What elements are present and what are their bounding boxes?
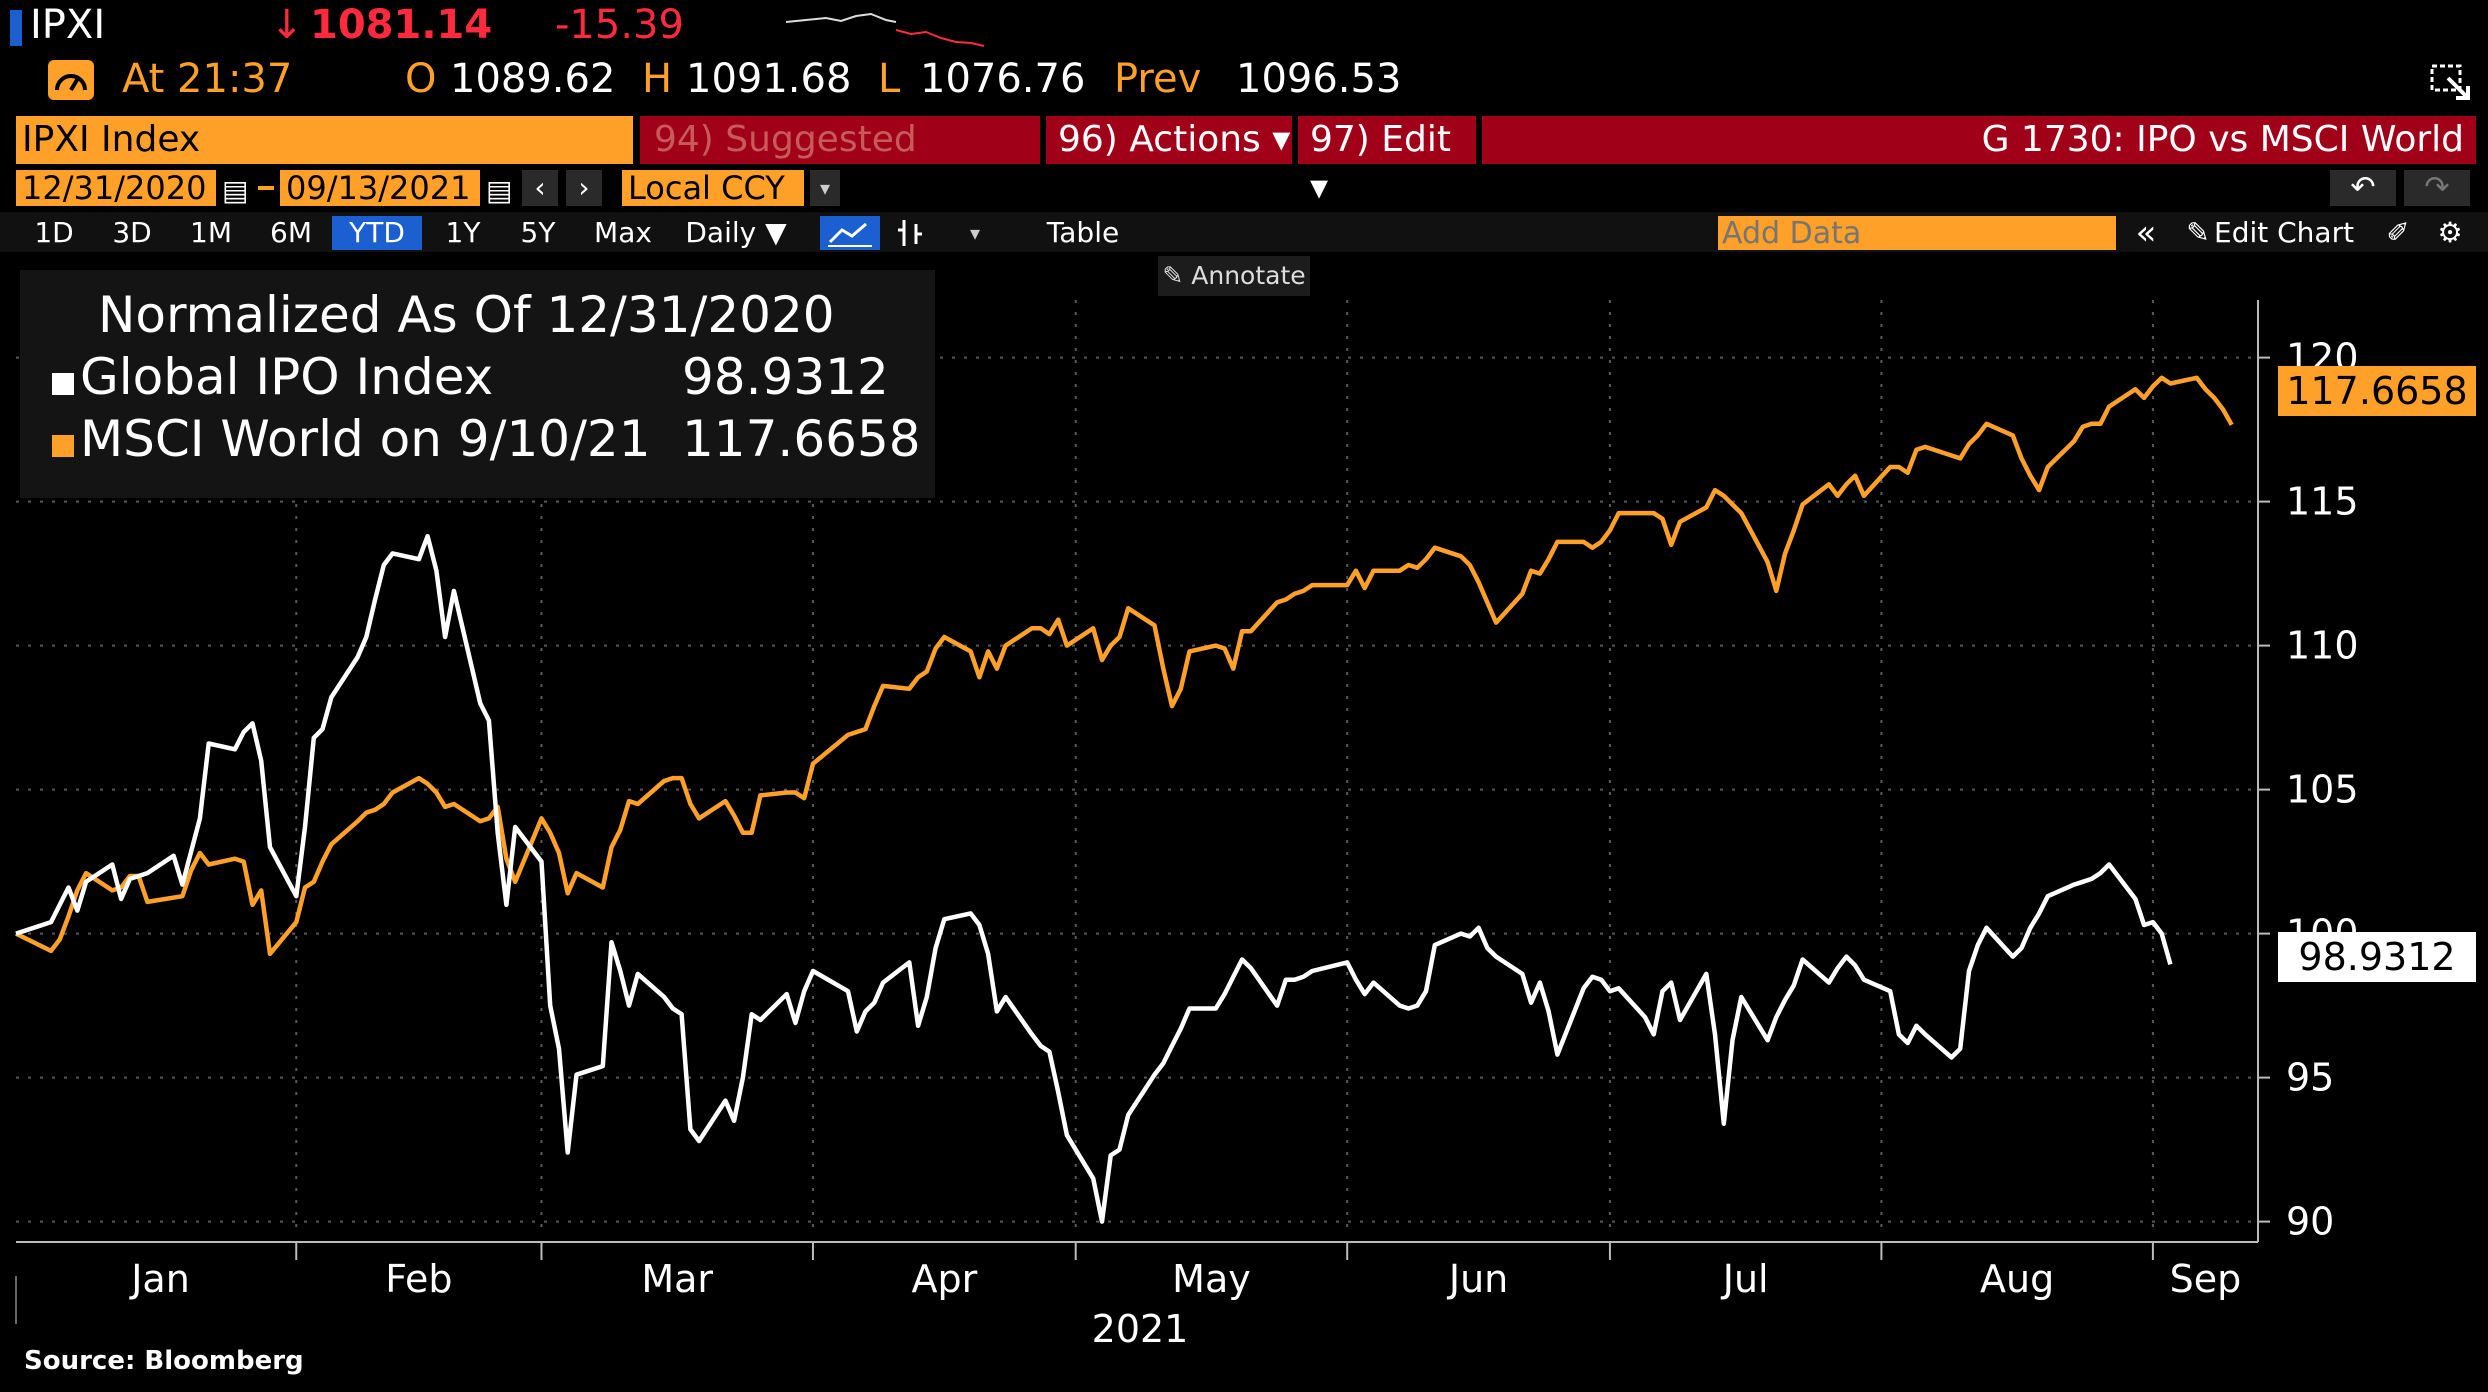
edit-icon[interactable]: ✐ xyxy=(2386,216,2410,249)
frequency-dropdown[interactable]: Daily ▼ xyxy=(685,216,787,249)
legend-title: Normalized As Of 12/31/2020 xyxy=(98,286,835,344)
high-value: 1091.68 xyxy=(686,56,852,102)
prev-label: Prev xyxy=(1114,56,1202,102)
next-period-button[interactable]: › xyxy=(566,170,602,206)
grid-lines xyxy=(16,300,2258,1236)
speedometer-icon[interactable] xyxy=(48,60,94,100)
x-tick-label: May xyxy=(1172,1257,1251,1301)
x-tick-label: Jul xyxy=(1721,1257,1769,1301)
low-label: L xyxy=(878,56,901,102)
line-chart-icon[interactable] xyxy=(820,216,880,250)
series-line-msci-world xyxy=(15,375,2234,957)
open-label: O xyxy=(405,56,437,102)
price-change: -15.39 xyxy=(555,2,684,48)
period-6m-button[interactable]: 6M xyxy=(270,216,312,249)
period-5y-button[interactable]: 5Y xyxy=(520,216,556,249)
annotate-button[interactable]: ✎ Annotate xyxy=(1158,256,1310,296)
table-button[interactable]: Table xyxy=(1010,216,1156,250)
currency-field[interactable]: Local CCY xyxy=(622,170,804,206)
source-note: Source: Bloomberg xyxy=(24,1346,304,1376)
series-line-global-ipo xyxy=(15,533,2173,1224)
legend: Normalized As Of 12/31/2020 Global IPO I… xyxy=(20,270,935,498)
chart-title: G 1730: IPO vs MSCI World xyxy=(1482,116,2476,164)
low-value: 1076.76 xyxy=(920,56,1086,102)
prev-period-button[interactable]: ‹ xyxy=(522,170,558,206)
open-value: 1089.62 xyxy=(450,56,616,102)
msci-last-value-tag: 117.6658 xyxy=(2278,366,2476,416)
bar-chart-icon[interactable] xyxy=(886,216,936,250)
period-3d-button[interactable]: 3D xyxy=(112,216,152,249)
period-1m-button[interactable]: 1M xyxy=(190,216,232,249)
date-separator xyxy=(258,186,274,190)
gear-icon[interactable]: ⚙ xyxy=(2437,216,2463,249)
period-1y-button[interactable]: 1Y xyxy=(445,216,481,249)
period-1d-button[interactable]: 1D xyxy=(34,216,74,249)
collapse-icon[interactable]: « xyxy=(2135,213,2157,253)
high-label: H xyxy=(642,56,673,102)
command-bar: IPXI Index 94) Suggested Charts 96) Acti… xyxy=(0,114,2488,208)
ohlc-bar: At 21:37 O 1089.62 H 1091.68 L 1076.76 P… xyxy=(0,52,2488,108)
ipo-last-value-tag: 98.9312 xyxy=(2278,932,2476,982)
sparkline-icon xyxy=(786,12,985,47)
calendar-icon[interactable]: ▤ xyxy=(486,174,513,207)
pencil-icon: ✎ xyxy=(1162,261,1192,290)
legend-msci-value: 117.6658 xyxy=(682,410,921,468)
annotate-label: Annotate xyxy=(1191,261,1306,290)
period-ytd-button[interactable]: YTD xyxy=(332,216,422,250)
legend-msci-name: MSCI World on 9/10/21 xyxy=(80,410,651,468)
edit-chart-button[interactable]: Edit Chart xyxy=(2214,216,2355,249)
calendar-icon[interactable]: ▤ xyxy=(222,174,249,207)
down-arrow-icon: ↓ xyxy=(270,2,304,48)
line-chart: 9095100105110115120JanFebMarAprMayJunJul… xyxy=(15,300,2359,1351)
quote-header: IPXI ↓ 1081.14 -15.39 xyxy=(0,0,2488,50)
date-range-bar: 12/31/2020 ▤ 09/13/2021 ▤ ‹ › Local CCY … xyxy=(0,168,2488,208)
suggested-charts-button[interactable]: 94) Suggested Charts xyxy=(640,116,1040,208)
x-tick-label: Jun xyxy=(1447,1257,1508,1301)
y-tick-label: 115 xyxy=(2286,480,2359,524)
add-data-input[interactable] xyxy=(1718,216,2116,250)
y-tick-label: 90 xyxy=(2286,1200,2334,1244)
y-tick-label: 110 xyxy=(2286,624,2359,668)
redo-icon[interactable]: ↷ xyxy=(2404,170,2470,206)
x-tick-label: Jan xyxy=(129,1257,190,1301)
popout-icon[interactable] xyxy=(2428,60,2478,106)
pencil-icon[interactable]: ✎ xyxy=(2186,216,2210,249)
legend-ipo-name: Global IPO Index xyxy=(80,348,494,406)
x-tick-label: Feb xyxy=(385,1257,452,1301)
quote-time: At 21:37 xyxy=(122,56,293,102)
y-tick-label: 105 xyxy=(2286,768,2359,812)
x-axis-label: 2021 xyxy=(1092,1307,1189,1351)
legend-swatch-ipo xyxy=(52,373,74,395)
legend-swatch-msci xyxy=(52,435,74,457)
x-tick-label: Sep xyxy=(2170,1257,2242,1301)
undo-icon[interactable]: ↶ xyxy=(2330,170,2396,206)
chevron-down-icon[interactable]: ▾ xyxy=(969,221,981,245)
chevron-down-icon[interactable]: ▾ xyxy=(810,170,840,206)
period-bar: 1D 3D 1M 6M YTD 1Y 5Y Max Daily ▼ ▾ Tabl… xyxy=(0,212,2488,252)
ticker: IPXI xyxy=(30,2,106,48)
end-date-field[interactable]: 09/13/2021 xyxy=(280,170,480,206)
last-price: 1081.14 xyxy=(310,2,493,48)
prev-value: 1096.53 xyxy=(1236,56,1402,102)
legend-ipo-value: 98.9312 xyxy=(682,348,889,406)
y-tick-label: 95 xyxy=(2286,1056,2334,1100)
period-max-button[interactable]: Max xyxy=(594,216,652,249)
security-field[interactable]: IPXI Index xyxy=(16,116,633,164)
x-tick-label: Aug xyxy=(1980,1257,2054,1301)
security-color-marker xyxy=(10,10,22,46)
x-tick-label: Apr xyxy=(911,1257,977,1301)
actions-menu[interactable]: 96) Actions ▾ xyxy=(1046,116,1292,164)
start-date-field[interactable]: 12/31/2020 xyxy=(16,170,216,206)
edit-menu[interactable]: 97) Edit ▾ xyxy=(1298,116,1476,208)
x-tick-label: Mar xyxy=(641,1257,713,1301)
